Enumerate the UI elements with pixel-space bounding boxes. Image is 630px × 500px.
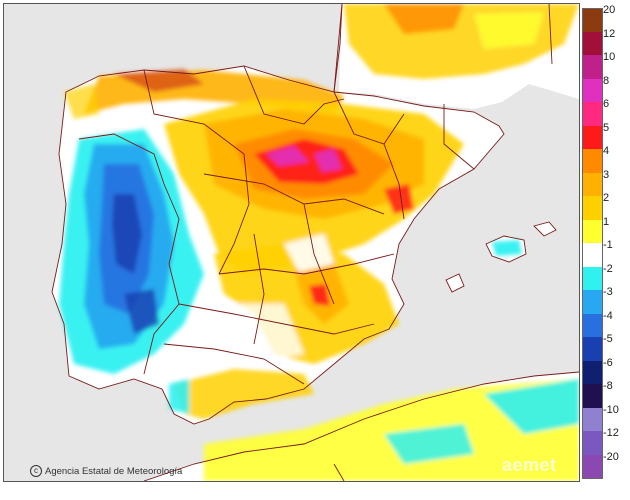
- legend-label: -2: [603, 262, 613, 275]
- legend-label: 2: [603, 192, 610, 204]
- legend-swatch: [582, 384, 603, 408]
- legend-label: -8: [603, 380, 613, 392]
- legend-swatch: [582, 313, 603, 337]
- legend-swatch: [582, 55, 603, 79]
- legend-swatch: [582, 243, 603, 267]
- legend-swatch: [582, 290, 603, 314]
- map-panel: [3, 3, 580, 482]
- legend-label: -10: [603, 403, 619, 416]
- legend-label: 5: [603, 121, 610, 134]
- copyright-icon: c: [30, 465, 42, 477]
- color-legend: 20 12 10 8 6 5 4 3 2 1 -1 -2 -3 -4 -5 -6 -8 -10 -12 -20: [582, 4, 630, 479]
- legend-swatch: [582, 149, 603, 173]
- legend-label: 6: [603, 98, 610, 110]
- legend-swatch: [582, 454, 603, 479]
- legend-label: 10: [603, 51, 616, 63]
- ibiza-island: [446, 274, 464, 292]
- legend-label: 20: [603, 4, 616, 16]
- legend-label: -3: [603, 286, 613, 298]
- legend-label: 4: [603, 145, 610, 157]
- legend-label: -20: [603, 450, 619, 463]
- legend-swatch: [582, 266, 603, 290]
- legend-label: 3: [603, 168, 610, 181]
- legend-swatch: [582, 78, 603, 102]
- legend-label: -5: [603, 333, 613, 345]
- legend-swatch: [582, 196, 603, 220]
- credit-line: c Agencia Estatal de Meteorología: [30, 465, 182, 477]
- aemet-watermark: aemet: [502, 455, 557, 475]
- anomaly-map: [4, 4, 579, 481]
- legend-swatch: [582, 407, 603, 431]
- anomaly-field: [59, 4, 579, 481]
- legend-label: -1: [603, 239, 613, 251]
- legend-swatch: [582, 360, 603, 384]
- credit-text: Agencia Estatal de Meteorología: [45, 465, 183, 477]
- legend-swatch: [582, 31, 603, 55]
- legend-swatch: [582, 102, 603, 126]
- legend-swatch: [582, 219, 603, 243]
- legend-label: 8: [603, 74, 610, 87]
- legend-swatch: [582, 8, 603, 33]
- admin-borders: [51, 4, 579, 481]
- legend-label: -6: [603, 356, 613, 369]
- legend-label: 12: [603, 27, 616, 40]
- legend-swatch: [582, 172, 603, 196]
- legend-swatch: [582, 125, 603, 149]
- legend-label: -4: [603, 309, 613, 322]
- legend-label: -12: [603, 427, 619, 439]
- legend-label: 1: [603, 215, 610, 228]
- legend-swatch: [582, 337, 603, 361]
- legend-swatch: [582, 431, 603, 455]
